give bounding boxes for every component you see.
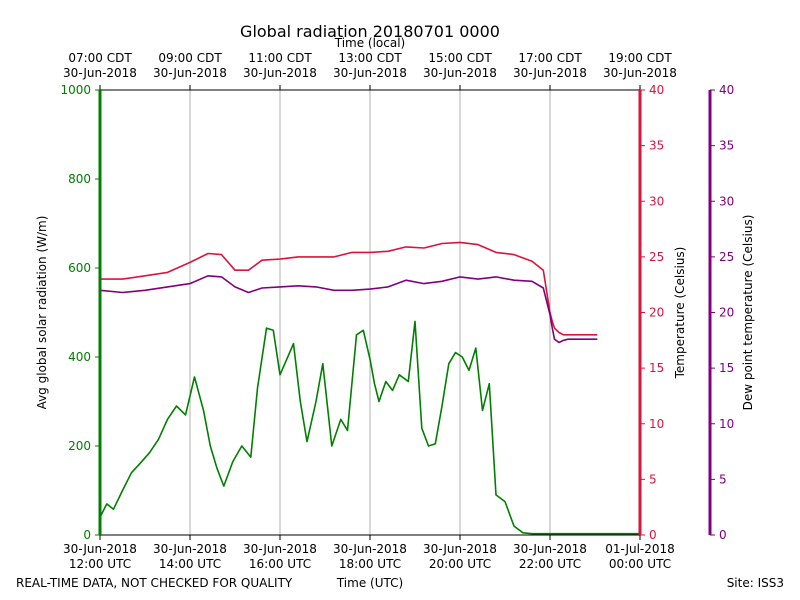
series-line (99, 320, 640, 535)
gridlines (189, 90, 551, 535)
data-series (99, 241, 640, 535)
y-tick-label: 15 (719, 361, 734, 375)
top-tick-label-date: 30-Jun-2018 (513, 66, 587, 80)
top-tick-label-date: 30-Jun-2018 (603, 66, 677, 80)
x-tick-label-time: 12:00 UTC (69, 557, 131, 571)
y-tick-label: 0 (719, 528, 727, 542)
x-tick-label-date: 30-Jun-2018 (423, 542, 497, 556)
top-tick-label-time: 17:00 CDT (518, 51, 582, 65)
x-tick-label-time: 20:00 UTC (429, 557, 491, 571)
y-tick-label: 400 (68, 350, 91, 364)
x-tick-label-time: 16:00 UTC (249, 557, 311, 571)
top-tick-label-time: 19:00 CDT (608, 51, 672, 65)
x-axis-label: Time (UTC) (336, 576, 403, 590)
y-tick-label: 15 (649, 361, 664, 375)
y-tick-label: 20 (649, 306, 664, 320)
x-tick-label-date: 30-Jun-2018 (153, 542, 227, 556)
series-line (100, 241, 598, 336)
x-tick-label-time: 14:00 UTC (159, 557, 221, 571)
x-tick-label-time: 00:00 UTC (609, 557, 671, 571)
series-line (99, 274, 598, 344)
y-tick-label: 40 (649, 83, 664, 97)
top-axis-label: Time (local) (334, 36, 406, 50)
x-tick-label-time: 18:00 UTC (339, 557, 401, 571)
y-tick-label: 10 (649, 417, 664, 431)
y-tick-label: 30 (649, 194, 664, 208)
x-tick-label-date: 30-Jun-2018 (63, 542, 137, 556)
top-tick-label-time: 15:00 CDT (428, 51, 492, 65)
y-tick-label: 35 (649, 139, 664, 153)
y-tick-label: 800 (68, 172, 91, 186)
x-tick-label-date: 30-Jun-2018 (333, 542, 407, 556)
top-tick-label-time: 07:00 CDT (68, 51, 132, 65)
top-tick-label-time: 11:00 CDT (248, 51, 312, 65)
y-tick-label: 40 (719, 83, 734, 97)
y-tick-label: 5 (719, 472, 727, 486)
y-tick-label: 30 (719, 194, 734, 208)
top-tick-label-time: 09:00 CDT (158, 51, 222, 65)
x-tick-label-date: 30-Jun-2018 (243, 542, 317, 556)
top-tick-label-time: 13:00 CDT (338, 51, 402, 65)
top-tick-label-date: 30-Jun-2018 (243, 66, 317, 80)
y-tick-label: 200 (68, 439, 91, 453)
quality-note: REAL-TIME DATA, NOT CHECKED FOR QUALITY (16, 576, 293, 590)
top-tick-label-date: 30-Jun-2018 (423, 66, 497, 80)
top-tick-label-date: 30-Jun-2018 (153, 66, 227, 80)
top-tick-label-date: 30-Jun-2018 (333, 66, 407, 80)
y-tick-label: 25 (719, 250, 734, 264)
x-tick-label-date: 01-Jul-2018 (605, 542, 675, 556)
y-axis-title: Avg global solar radiation (W/m) (35, 216, 49, 410)
site-label: Site: ISS3 (727, 576, 784, 590)
y-tick-label: 0 (83, 528, 91, 542)
top-tick-label-date: 30-Jun-2018 (63, 66, 137, 80)
y-tick-label: 600 (68, 261, 91, 275)
chart-title: Global radiation 20180701 0000 (240, 22, 500, 41)
y-tick-label: 20 (719, 306, 734, 320)
x-tick-label-date: 30-Jun-2018 (513, 542, 587, 556)
y-axis-title: Dew point temperature (Celsius) (741, 215, 755, 411)
y-tick-label: 10 (719, 417, 734, 431)
x-tick-label-time: 22:00 UTC (519, 557, 581, 571)
y-tick-label: 25 (649, 250, 664, 264)
y-tick-label: 0 (649, 528, 657, 542)
y-tick-label: 5 (649, 472, 657, 486)
y-axis-title: Temperature (Celsius) (673, 247, 687, 380)
y-tick-label: 35 (719, 139, 734, 153)
y-tick-label: 1000 (60, 83, 91, 97)
